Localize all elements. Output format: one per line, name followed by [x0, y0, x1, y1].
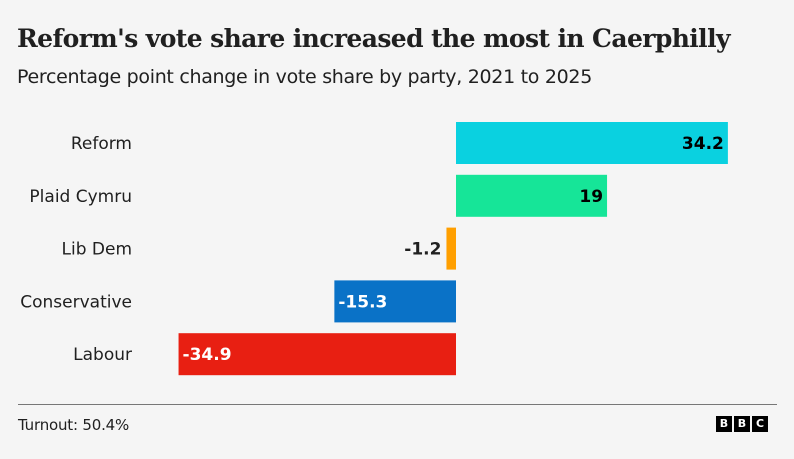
value-label: -1.2 [404, 240, 441, 260]
category-label: Reform [71, 134, 132, 154]
bar-chart: Reform 34.2 Plaid Cymru 19 Lib Dem -1.2 Conser… [20, 122, 728, 376]
chart-subtitle: Percentage point change in vote share by… [17, 66, 592, 88]
value-label: -15.3 [338, 292, 387, 312]
value-label: 34.2 [682, 134, 724, 154]
bbc-logo-letter: C [752, 416, 768, 432]
bar [178, 333, 457, 376]
bbc-logo: B B C [716, 416, 768, 432]
bar [456, 122, 728, 164]
footer-divider [18, 404, 777, 405]
category-label: Lib Dem [62, 240, 133, 260]
bar [446, 227, 456, 270]
chart-title: Reform's vote share increased the most i… [17, 24, 731, 53]
bbc-logo-letter: B [716, 416, 732, 432]
category-label: Labour [73, 345, 132, 365]
bar [334, 280, 456, 323]
category-label: Plaid Cymru [29, 187, 132, 207]
bar-group-lib-dem: Lib Dem -1.2 [62, 227, 456, 270]
value-label: -34.9 [183, 345, 232, 365]
category-label: Conservative [20, 292, 132, 312]
turnout-text: Turnout: 50.4% [18, 416, 130, 434]
bar-group-plaid-cymru: Plaid Cymru 19 [29, 174, 608, 217]
bar-group-conservative: Conservative -15.3 [20, 280, 456, 323]
bar-group-reform: Reform 34.2 [71, 122, 728, 164]
bbc-logo-letter: B [734, 416, 750, 432]
value-label: 19 [579, 187, 603, 207]
bar-group-labour: Labour -34.9 [73, 333, 457, 376]
bar [456, 174, 608, 217]
